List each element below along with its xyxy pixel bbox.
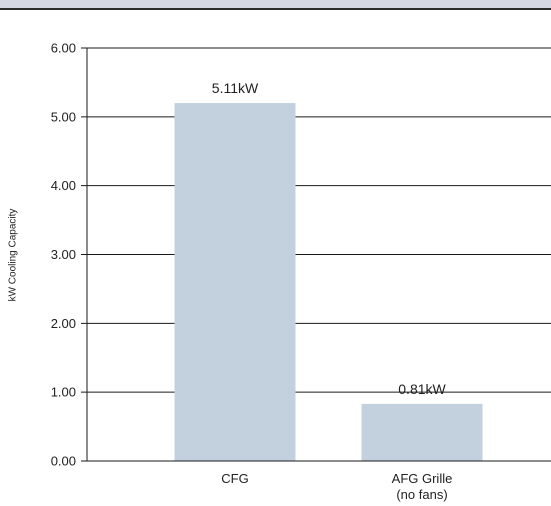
top-band: [0, 0, 551, 8]
data-label-0: 5.11kW: [212, 80, 259, 96]
y-tick-label-3: 3.00: [51, 247, 76, 262]
x-tick-label-1-0: AFG Grille: [392, 471, 453, 486]
x-tick-label-0-0: CFG: [221, 471, 248, 486]
data-label-1: 0.81kW: [398, 381, 446, 397]
top-border-line: [0, 8, 551, 10]
y-tick-label-2: 2.00: [51, 316, 76, 331]
bar-1: [361, 403, 483, 461]
x-tick-label-1-1: (no fans): [396, 487, 447, 502]
y-tick-label-5: 5.00: [51, 109, 76, 124]
bar-0: [174, 103, 296, 462]
y-tick-label-6: 6.00: [51, 41, 76, 56]
y-tick-label-0: 0.00: [51, 454, 76, 469]
y-tick-label-1: 1.00: [51, 385, 76, 400]
y-tick-label-4: 4.00: [51, 178, 76, 193]
